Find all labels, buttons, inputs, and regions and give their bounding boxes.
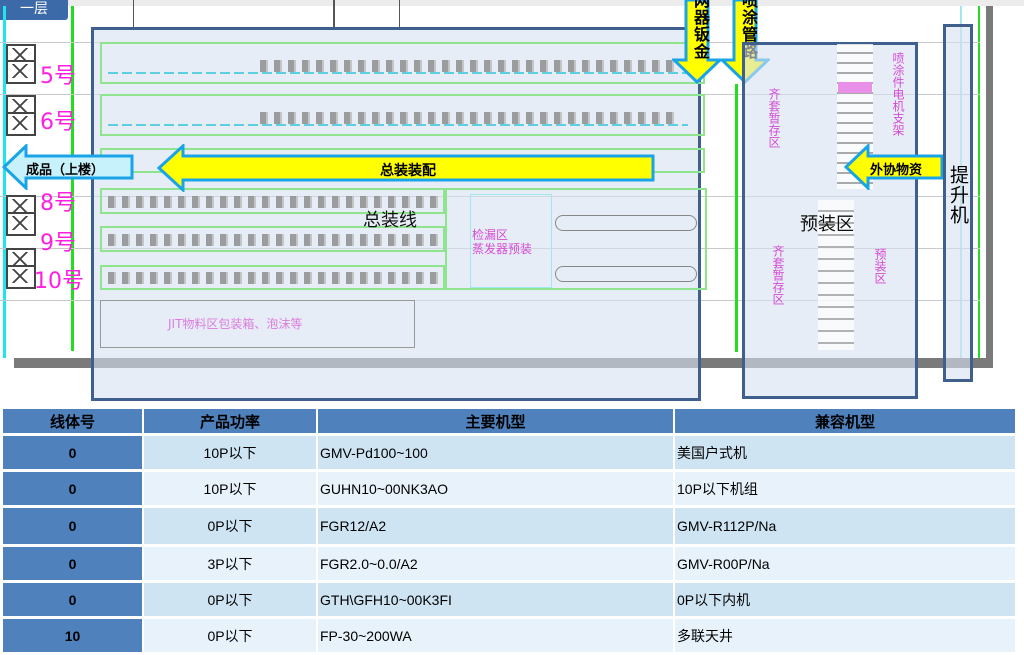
spray-area-label: 喷涂件 (891, 52, 905, 88)
cell-compatible-model: 10P以下机组 (675, 472, 1017, 505)
evaporator-label: 蒸发器预装 (472, 242, 533, 256)
line-label-5: 5号 (40, 64, 76, 89)
production-line-table: 线体号 产品功率 主要机型 兼容机型 0 10P以下 GMV-Pd100~100… (3, 406, 1017, 655)
cell-power: 10P以下 (144, 472, 318, 505)
green-line (978, 6, 980, 358)
top-bar (0, 0, 1024, 6)
floor-tab[interactable]: 一层 (0, 0, 68, 20)
jit-area-box (100, 300, 415, 348)
arrow-left-icon (156, 142, 655, 194)
cell-line-number: 0 (3, 472, 144, 505)
machine-icon (6, 60, 36, 84)
cell-power: 0P以下 (144, 508, 318, 544)
production-line-6 (100, 94, 705, 136)
motor-area-label: 电机支架 (891, 88, 905, 136)
finished-goods-arrow (1, 142, 134, 192)
conveyor (108, 124, 688, 126)
cell-compatible-model: 多联天井 (675, 619, 1017, 652)
rack-highlight (838, 82, 872, 93)
equipment (260, 60, 680, 72)
line-label-8: 8号 (40, 191, 76, 216)
cell-main-model: FP-30~200WA (318, 619, 675, 652)
cell-line-number: 0 (3, 547, 144, 580)
cell-compatible-model: GMV-R00P/Na (675, 547, 1017, 580)
assembly-line-label: 总装线 (363, 210, 417, 231)
loop-conveyor (555, 215, 697, 231)
table-row: 0 0P以下 FGR12/A2 GMV-R112P/Na (3, 508, 1017, 544)
pre-area-label: 齐套暂存区 (767, 88, 781, 148)
cell-main-model: GMV-Pd100~100 (318, 436, 675, 469)
header-line-number: 线体号 (3, 409, 144, 433)
sheet-metal-arrow (670, 0, 724, 85)
header-main-models: 主要机型 (318, 409, 675, 433)
table-row: 0 10P以下 GMV-Pd100~100 美国户式机 (3, 436, 1017, 469)
cell-compatible-model: GMV-R112P/Na (675, 508, 1017, 544)
right-line-frame (445, 188, 707, 290)
cell-line-number: 0 (3, 508, 144, 544)
cell-main-model: GTH\GFH10~00K3FI (318, 583, 675, 616)
outsourced-arrow (843, 142, 944, 192)
table-row: 0 10P以下 GUHN10~00NK3AO 10P以下机组 (3, 472, 1017, 505)
top-room-box (333, 0, 400, 28)
leak-check-box (470, 194, 552, 288)
equipment (108, 196, 438, 208)
sheet-metal-label: 网器钣金 (691, 0, 710, 60)
equipment (108, 234, 438, 246)
header-compatible-models: 兼容机型 (675, 409, 1017, 433)
production-line-8 (100, 188, 445, 214)
line-label-9: 9号 (40, 231, 76, 256)
cell-main-model: GUHN10~00NK3AO (318, 472, 675, 505)
machine-icon (6, 112, 36, 136)
finished-goods-label: 成品（上楼） (26, 163, 105, 178)
cyan-line (3, 6, 6, 358)
final-assembly-label: 总装装配 (380, 163, 436, 179)
cell-power: 0P以下 (144, 619, 318, 652)
elevator-zone[interactable] (943, 24, 973, 382)
cell-power: 10P以下 (144, 436, 318, 469)
cell-power: 0P以下 (144, 583, 318, 616)
machine-icon (6, 212, 36, 236)
table-row: 0 3P以下 FGR2.0~0.0/A2 GMV-R00P/Na (3, 547, 1017, 580)
table-header-row: 线体号 产品功率 主要机型 兼容机型 (3, 409, 1017, 433)
leak-check-label: 检漏区 (472, 228, 509, 242)
arrow-left-icon (843, 142, 944, 192)
machine-icon (6, 265, 36, 289)
elevator-label: 提升机 (947, 165, 969, 225)
arrow-down-icon (670, 0, 724, 85)
final-assembly-arrow (156, 142, 657, 194)
outsourced-label: 外协物资 (870, 163, 923, 178)
top-room-box (133, 0, 335, 28)
cell-main-model: FGR2.0~0.0/A2 (318, 547, 675, 580)
equipment (108, 272, 438, 284)
assembly-prep-label: 预装区 (873, 248, 887, 284)
table-row: 0 0P以下 GTH\GFH10~00K3FI 0P以下内机 (3, 583, 1017, 616)
green-line (735, 84, 738, 352)
line-label-6: 6号 (40, 110, 76, 135)
production-line-9 (100, 226, 445, 252)
pre-assembly-label: 预装区 (800, 214, 854, 235)
assembly-line-zone[interactable] (91, 27, 701, 401)
pre-area-label: 齐套暂存区 (771, 245, 785, 305)
arrow-left-icon (1, 142, 134, 192)
cell-line-number: 0 (3, 436, 144, 469)
jit-area-label: JIT物料区包装箱、泡沫等 (168, 317, 303, 331)
rack-column (818, 200, 854, 350)
conveyor (108, 72, 688, 74)
header-product-power: 产品功率 (144, 409, 318, 433)
cell-power: 3P以下 (144, 547, 318, 580)
line-label-10: 10号 (34, 269, 84, 294)
plan-border-right (986, 6, 993, 366)
equipment (260, 112, 680, 124)
cell-compatible-model: 美国户式机 (675, 436, 1017, 469)
loop-conveyor (555, 266, 697, 282)
production-line-10 (100, 265, 445, 290)
cell-line-number: 0 (3, 583, 144, 616)
cell-line-number: 10 (3, 619, 144, 652)
table-row: 10 0P以下 FP-30~200WA 多联天井 (3, 619, 1017, 652)
cell-main-model: FGR12/A2 (318, 508, 675, 544)
cell-compatible-model: 0P以下内机 (675, 583, 1017, 616)
